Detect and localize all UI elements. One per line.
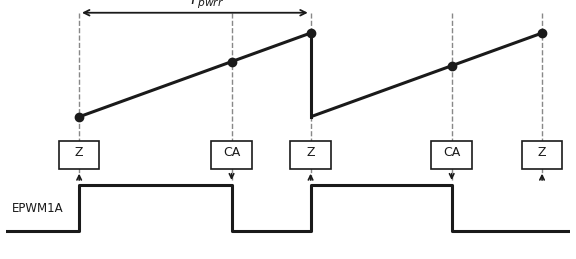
FancyBboxPatch shape [431,141,472,169]
Text: Z: Z [538,146,546,159]
FancyBboxPatch shape [522,141,562,169]
FancyBboxPatch shape [290,141,331,169]
Text: Z: Z [75,146,84,159]
Text: EPWM1A: EPWM1A [12,202,63,215]
Text: Z: Z [306,146,315,159]
Text: CA: CA [443,146,460,159]
Text: $T_{pwrr}$: $T_{pwrr}$ [188,0,224,11]
Text: CA: CA [223,146,240,159]
FancyBboxPatch shape [59,141,100,169]
FancyBboxPatch shape [211,141,252,169]
